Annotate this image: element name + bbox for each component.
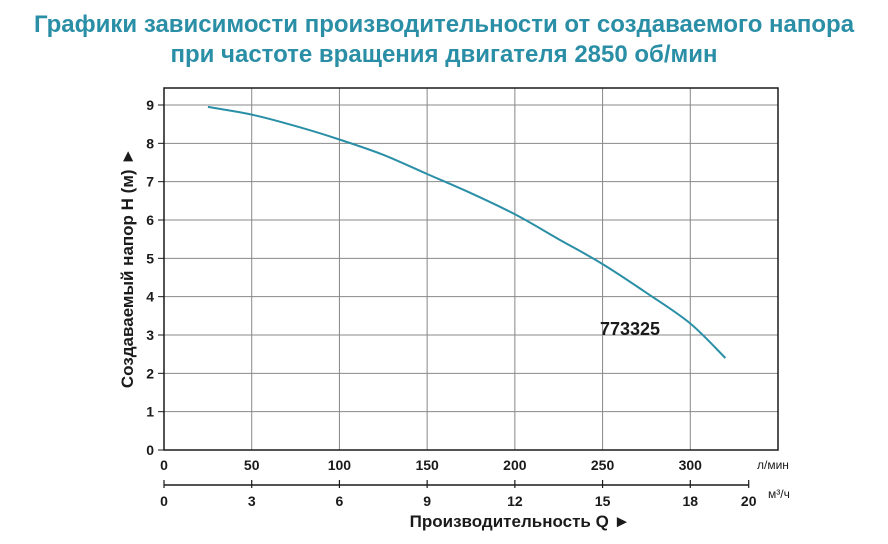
- x2-tick-label: 9: [423, 493, 431, 509]
- series-label: 773325: [600, 319, 660, 339]
- x-tick-label-lpm: 0: [160, 457, 168, 473]
- y-tick-label: 5: [146, 250, 154, 266]
- plot-frame: [163, 87, 779, 451]
- y-tick-label: 2: [146, 365, 154, 381]
- series-line-773325: [207, 105, 727, 359]
- x-unit-m3h: м³/ч: [768, 487, 790, 501]
- y-tick-label: 7: [146, 174, 154, 190]
- x-axis-m3h: 0 3 6 9 12 15 18 20: [160, 480, 757, 509]
- x-tick-label-lpm: 100: [328, 457, 352, 473]
- chart-title: Графики зависимости производительности о…: [0, 10, 888, 70]
- x-tick-labels-lpm: 0 50 100 150 200 250 300: [160, 457, 702, 473]
- y-axis-title: Создаваемый напор H (м) ►: [118, 148, 137, 388]
- x-unit-lpm: л/мин: [757, 458, 789, 472]
- x2-tick-label: 3: [248, 493, 256, 509]
- x-tick-label-lpm: 200: [503, 457, 527, 473]
- x2-tick-label: 20: [741, 493, 757, 509]
- x2-tick-label: 0: [160, 493, 168, 509]
- y-tick-label: 1: [146, 404, 154, 420]
- x-tick-label-lpm: 300: [679, 457, 703, 473]
- x-tick-label-lpm: 50: [244, 457, 260, 473]
- y-tick-label: 8: [146, 135, 154, 151]
- chart-title-line1: Графики зависимости производительности о…: [33, 11, 855, 38]
- y-tick-labels: 0 1 2 3 4 5 6 7 8 9: [146, 97, 164, 458]
- y-tick-label: 0: [146, 442, 154, 458]
- x-tick-label-lpm: 150: [415, 457, 439, 473]
- y-tick-label: 3: [146, 327, 154, 343]
- x2-tick-label: 18: [682, 493, 698, 509]
- x-tick-label-lpm: 250: [591, 457, 615, 473]
- y-tick-label: 6: [146, 212, 154, 228]
- grid: [164, 88, 778, 450]
- chart-title-line2: при частоте вращения двигателя 2850 об/м…: [170, 41, 718, 68]
- y-tick-label: 9: [146, 97, 154, 113]
- x2-tick-label: 12: [507, 493, 523, 509]
- y-tick-label: 4: [146, 289, 154, 305]
- x2-tick-label: 6: [336, 493, 344, 509]
- x-axis-title: Производительность Q ►: [410, 512, 631, 531]
- x2-tick-label: 15: [595, 493, 611, 509]
